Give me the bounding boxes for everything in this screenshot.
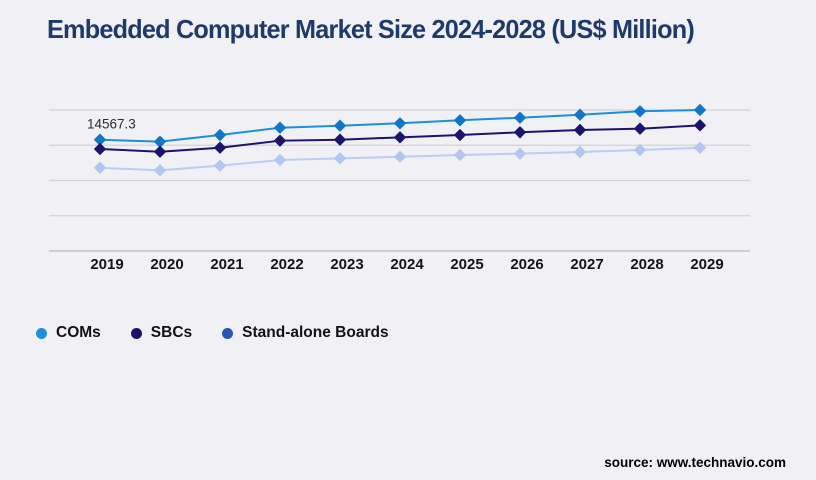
data-label-coms-2019: 14567.3 [87, 117, 136, 132]
x-axis-tick-label: 2029 [690, 256, 723, 273]
page-title: Embedded Computer Market Size 2024-2028 … [47, 14, 695, 44]
legend-item-coms: COMs [36, 324, 101, 342]
legend-item-sbcs: SBCs [130, 324, 193, 342]
x-axis-tick-label: 2025 [450, 256, 483, 273]
x-axis-tick-label: 2027 [570, 256, 603, 273]
line-chart-svg: 14567.3 2019 2020 2021 2022 2023 2024 2025 2026 2… [49, 103, 750, 273]
legend-label-sbcs: SBCs [150, 324, 193, 341]
coms-legend-marker-icon [36, 327, 47, 339]
legend-item-standalone: Stand-alone Boards [222, 324, 389, 342]
x-axis-tick-label: 2021 [210, 256, 243, 273]
x-axis-tick-label: 2024 [390, 256, 424, 273]
x-axis-tick-label: 2028 [630, 256, 663, 273]
chart-legend: COMs SBCs Stand-alone Boards [36, 324, 389, 342]
sbcs-legend-marker-icon [130, 327, 142, 339]
x-axis-tick-label: 2020 [150, 256, 183, 273]
legend-label-standalone: Stand-alone Boards [242, 324, 389, 341]
x-axis-tick-label: 2026 [510, 256, 543, 273]
x-axis-tick-label: 2019 [90, 256, 123, 273]
x-axis-tick-label: 2022 [270, 256, 303, 273]
chart-plot-area: 14567.3 2019 2020 2021 2022 2023 2024 2025 2026 2… [40, 85, 800, 285]
standalone-legend-marker-icon [222, 327, 234, 339]
source-attribution: source: www.technavio.com [604, 455, 786, 470]
legend-label-coms: COMs [56, 324, 101, 341]
x-axis-tick-label: 2023 [330, 256, 363, 273]
